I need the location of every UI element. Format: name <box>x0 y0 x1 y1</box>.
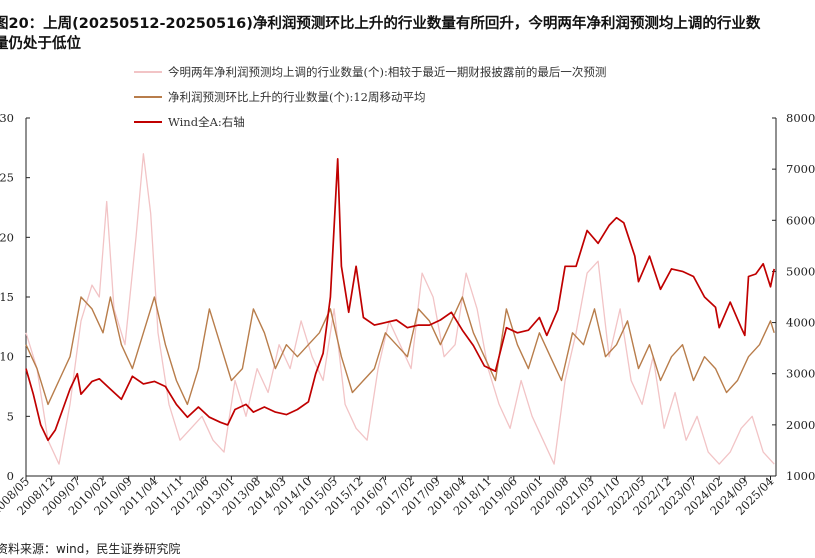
left-tick-label: 5 <box>7 409 14 423</box>
right-tick-label: 4000 <box>786 316 815 330</box>
legend-label-2: 净利润预测环比上升的行业数量(个):12周移动平均 <box>168 90 425 104</box>
left-tick-label: 30 <box>0 111 14 125</box>
right-tick-label: 5000 <box>786 264 815 278</box>
legend-label-1: 今明两年净利润预测均上调的行业数量(个):相较于最近一期财报披露前的最后一次预测 <box>168 65 606 79</box>
chart-title-line-2: 量仍处于低位 <box>0 36 81 52</box>
right-tick-label: 8000 <box>786 111 815 125</box>
left-tick-label: 10 <box>0 350 14 364</box>
series-line-1 <box>25 153 775 465</box>
series-line-3 <box>25 158 776 442</box>
right-tick-label: 7000 <box>786 162 815 176</box>
left-tick-label: 15 <box>0 290 14 304</box>
chart-title: 图20：上周(20250512-20250516)净利润预测环比上升的行业数量有… <box>0 14 815 54</box>
series-line-2 <box>25 296 775 406</box>
right-tick-label: 6000 <box>786 213 815 227</box>
chart-title-line-1: 图20：上周(20250512-20250516)净利润预测环比上升的行业数量有… <box>0 16 761 32</box>
right-tick-label: 2000 <box>786 418 815 432</box>
legend: 今明两年净利润预测均上调的行业数量(个):相较于最近一期财报披露前的最后一次预测… <box>134 65 606 129</box>
right-tick-label: 3000 <box>786 367 815 381</box>
left-tick-label: 0 <box>7 469 14 483</box>
legend-label-3: Wind全A:右轴 <box>168 115 245 129</box>
right-tick-label: 1000 <box>786 469 815 483</box>
series-group <box>25 153 776 465</box>
source-note: 资料来源：wind，民生证券研究院 <box>0 542 181 556</box>
axes: 0 5 10 15 20 25 30 1000 2000 3000 4000 5000 6000 7000… <box>0 111 815 518</box>
left-tick-label: 20 <box>0 230 14 244</box>
left-tick-label: 25 <box>0 171 14 185</box>
line-chart: 今明两年净利润预测均上调的行业数量(个):相较于最近一期财报披露前的最后一次预测… <box>0 65 815 518</box>
